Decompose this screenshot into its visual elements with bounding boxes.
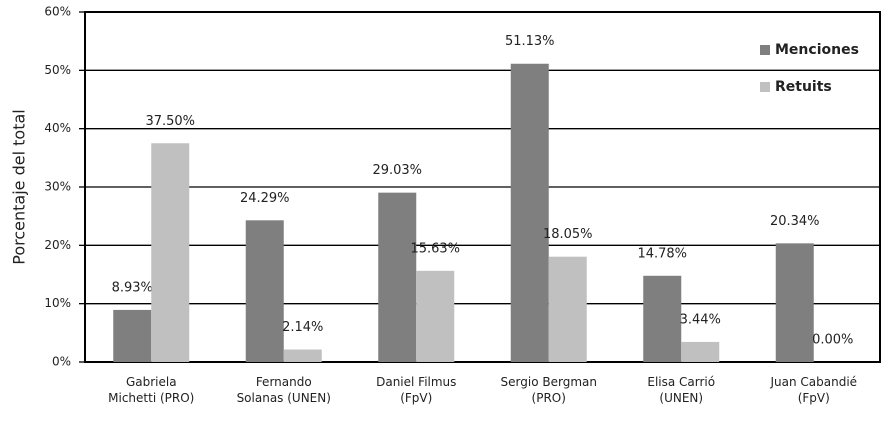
data-label: 18.05% bbox=[543, 227, 593, 242]
bar bbox=[416, 270, 455, 362]
bar bbox=[113, 309, 152, 362]
data-label: 51.13% bbox=[505, 34, 555, 49]
data-label: 24.29% bbox=[240, 191, 290, 206]
legend-label: Retuits bbox=[775, 79, 832, 95]
bar bbox=[643, 275, 682, 362]
bar bbox=[151, 143, 190, 362]
data-label: 29.03% bbox=[372, 163, 422, 178]
bar bbox=[681, 341, 720, 362]
legend-swatch bbox=[760, 45, 770, 55]
data-label: 2.14% bbox=[282, 320, 323, 335]
data-label: 37.50% bbox=[145, 114, 195, 129]
y-tick-label: 20% bbox=[44, 238, 71, 252]
bar bbox=[548, 256, 587, 362]
data-label: 20.34% bbox=[770, 214, 820, 229]
x-tick-label: Daniel Filmus (FpV) bbox=[376, 375, 457, 405]
bar bbox=[510, 63, 549, 362]
x-tick-label: Juan Cabandié (FpV) bbox=[770, 375, 858, 405]
y-tick-label: 30% bbox=[44, 180, 71, 194]
y-tick-label: 50% bbox=[44, 63, 71, 77]
bar bbox=[378, 192, 417, 362]
x-tick-label: Fernando Solanas (UNEN) bbox=[236, 375, 331, 405]
bar bbox=[775, 243, 814, 362]
data-label: 8.93% bbox=[112, 280, 153, 295]
data-label: 15.63% bbox=[410, 241, 460, 256]
legend-swatch bbox=[760, 82, 770, 92]
data-label: 14.78% bbox=[637, 246, 687, 261]
bar bbox=[245, 220, 284, 362]
y-tick-label: 0% bbox=[52, 355, 71, 369]
y-tick-label: 40% bbox=[44, 121, 71, 135]
plot-frame bbox=[84, 11, 881, 363]
legend-label: Menciones bbox=[775, 42, 859, 58]
bar bbox=[283, 349, 322, 362]
x-tick-label: Elisa Carrió (UNEN) bbox=[647, 375, 716, 405]
data-label: 0.00% bbox=[812, 333, 853, 348]
y-tick-label: 60% bbox=[44, 5, 71, 19]
y-tick-label: 10% bbox=[44, 296, 71, 310]
data-label: 3.44% bbox=[680, 312, 721, 327]
x-tick-label: Gabriela Michetti (PRO) bbox=[108, 375, 195, 405]
y-axis-label: Porcentaje del total bbox=[10, 109, 29, 264]
x-tick-label: Sergio Bergman (PRO) bbox=[500, 375, 597, 405]
